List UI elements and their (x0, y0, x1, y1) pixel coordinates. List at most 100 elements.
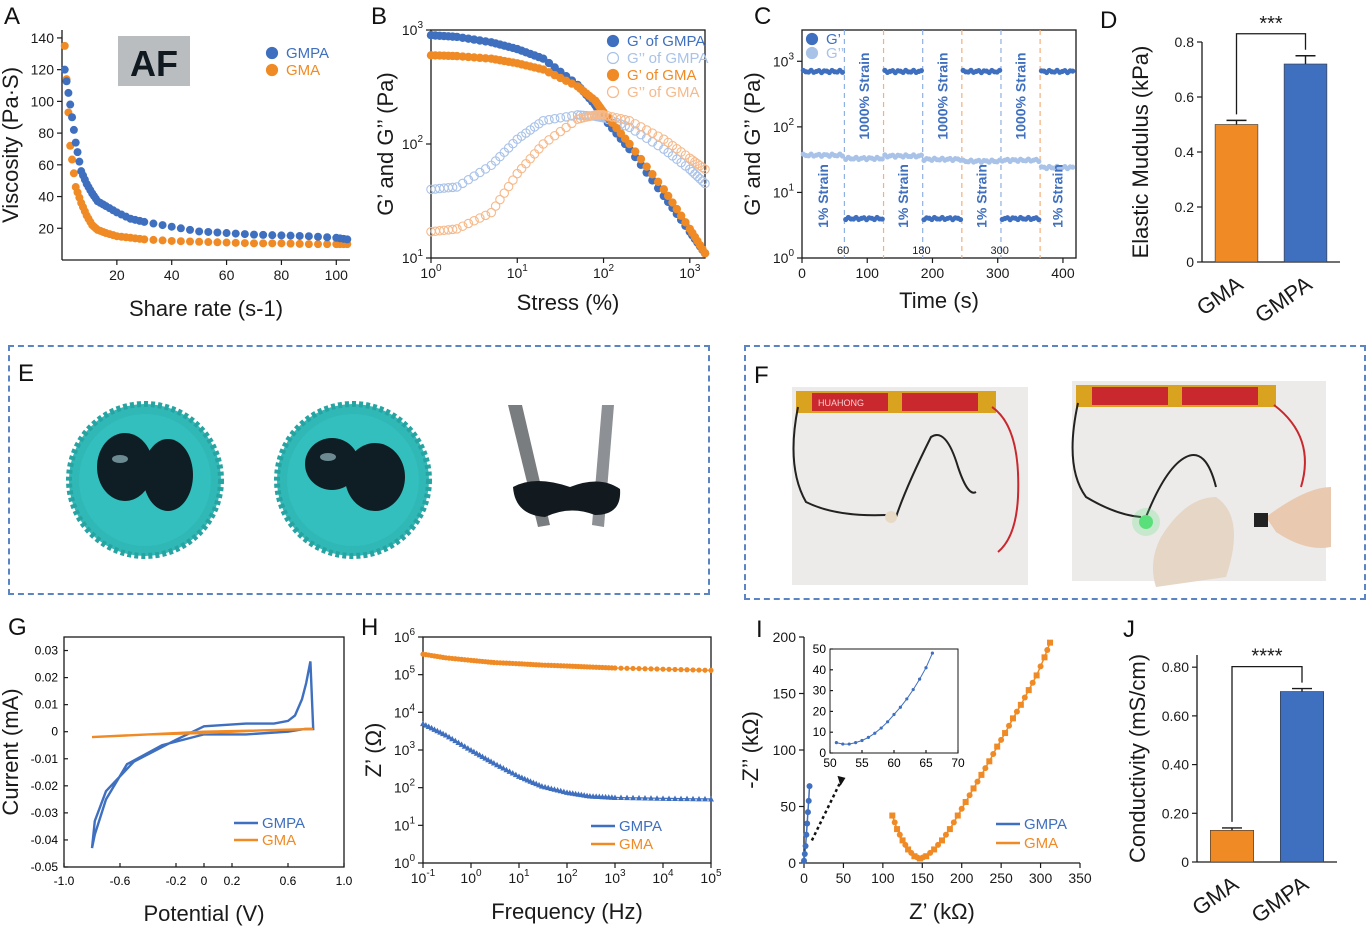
chart-b-series-3-point (499, 188, 510, 198)
chart-a-gma-point (140, 235, 149, 244)
chart-i-gma-point (1041, 654, 1048, 661)
chart-i-gma-point (974, 778, 981, 785)
chart-i-gma-point (1037, 663, 1044, 670)
chart-b-series-3-point (616, 114, 626, 124)
chart-i-x-axis-title: Z’ (kΩ) (909, 899, 975, 924)
circuit-closed-illustration (1071, 381, 1331, 587)
chart-c-strain-annotation: 1000% Strain (934, 52, 950, 139)
chart-b-series-1-point (690, 169, 700, 179)
chart-j-y-tick-label: 0.60 (1162, 708, 1189, 724)
chart-h-series-0-point (442, 732, 449, 738)
chart-i-inset-frame (829, 648, 959, 754)
chart-i-gma-point (889, 812, 896, 819)
chart-h-series-0-point (618, 794, 624, 801)
chart-i-zoom-arrow (810, 783, 841, 841)
chart-h-series-0-point (509, 770, 516, 776)
chart-d-bar (1283, 63, 1328, 263)
chart-a-gma-point (250, 239, 258, 248)
chart-h-series-0-point (654, 795, 660, 801)
chart-d-significance-bracket (1235, 33, 1307, 115)
chart-g-x-tick-label: -1.0 (54, 874, 75, 888)
photo-panel-e: E (8, 345, 710, 595)
chart-h-x-tick-label: 101 (508, 868, 530, 886)
chart-c-time-marker: 300 (991, 245, 1009, 257)
chart-h-series-0-point (473, 750, 480, 756)
panel-letter-j: J (1123, 616, 1135, 643)
panel-letter-b: B (371, 3, 387, 30)
chart-h-y-tick-label: 106 (394, 627, 416, 645)
chart-b-series-3-point (607, 112, 617, 122)
chart-a-gmpa-point (68, 113, 77, 122)
chart-a-y-axis-title: Viscosity (Pa·S) (0, 67, 23, 223)
chart-b-y-tick-label: 102 (402, 134, 424, 152)
chart-i-gmpa-point (802, 843, 809, 850)
chart-h-series-1-point (672, 666, 678, 673)
chart-i-x-tick-label: 0 (800, 870, 808, 886)
legend-swatch (606, 34, 620, 48)
legend-label: G’’ (826, 45, 844, 62)
panel-g: G -1.0 -0.6 -0.2 0 0.2 0.6 1.0 -0.05 -0.04 -0.03 -… (0, 614, 353, 926)
chart-c-x-tick-label: 200 (921, 265, 945, 281)
chart-h-series-0-point (708, 796, 714, 802)
chart-a-gmpa-point (176, 224, 185, 233)
chart-a-gmpa-point (167, 222, 176, 231)
chart-g-x-tick-label: 1.0 (336, 874, 353, 888)
chart-a-gmpa-point (71, 138, 80, 147)
chart-d-category-label: GMPA (1250, 271, 1316, 328)
chart-j-y-tick-label: 0.20 (1162, 805, 1189, 821)
chart-b-series-1-point (544, 115, 554, 125)
chart-b-series-1-point (555, 113, 566, 123)
chart-b-series-3-point (516, 163, 527, 174)
chart-h-series-1-point (684, 667, 690, 673)
chart-h-x-axis-title: Frequency (Hz) (491, 899, 643, 924)
chart-a-gma-point (195, 237, 204, 246)
chart-j-category-label: GMA (1187, 871, 1243, 920)
chart-b-series-3-point (697, 162, 708, 173)
chart-i-gmpa-point (805, 797, 812, 804)
chart-i-inset-point (879, 726, 883, 730)
chart-a-gmpa-point (158, 221, 167, 230)
chart-c-series-0-point (997, 67, 1003, 73)
chart-h-series-0-point (503, 766, 510, 773)
chart-h-series-1-point (660, 666, 666, 672)
chart-c-strain-annotation: 1% Strain (895, 164, 911, 228)
chart-c-x-axis-title: Time (s) (899, 288, 979, 313)
chart-i-gma-point (1047, 639, 1054, 646)
chart-d-y-axis-title: Elastic Mudulus (kPa) (1128, 46, 1153, 259)
chart-i-inset-x-tick-label: 55 (855, 756, 869, 770)
chart-a-inset-photo (118, 36, 190, 86)
panel-j: J 0 0.20 0.40 0.60 0.80 GMA GMPA **** Conductivi… (1123, 616, 1337, 928)
chart-b-series-2-point (653, 177, 663, 187)
chart-i-x-tick-label: 250 (989, 870, 1013, 886)
chart-b-series-3-point (512, 168, 523, 179)
chart-a-gma-point (231, 238, 240, 247)
chart-i-gma-point (905, 846, 912, 853)
chart-c-time-marker: 60 (837, 245, 849, 257)
chart-g-y-tick-label: -0.02 (31, 779, 59, 793)
chart-b-series-2-point (625, 139, 634, 149)
chart-b-series-3-point (521, 158, 531, 169)
chart-d-category-label: GMA (1192, 271, 1248, 320)
chart-h-series-1-point (612, 665, 618, 671)
chart-b-series-3-point (538, 139, 548, 149)
chart-i-inset-point (873, 731, 877, 735)
chart-a-gmpa-point (231, 229, 240, 238)
chart-j-y-axis-title: Conductivity (mS/cm) (1125, 654, 1150, 863)
chart-h-series-1-point (708, 667, 714, 673)
chart-c-series-0-point (957, 216, 964, 223)
chart-h-x-tick-label: 10-1 (411, 868, 436, 886)
chart-d-y-tick-label: 0.6 (1175, 89, 1195, 105)
chart-i-gma-point (908, 849, 915, 856)
chart-g-x-axis-title: Potential (V) (143, 901, 264, 926)
chart-b-series-3-point (452, 224, 462, 234)
chart-b-series-3-point (457, 221, 468, 231)
chart-h-x-tick-label: 102 (556, 868, 578, 886)
chart-c-time-marker: 180 (912, 245, 930, 257)
chart-b-series-1-point (687, 166, 698, 177)
chart-i-gma-point (1021, 694, 1028, 701)
chart-g-x-tick-label: -0.6 (110, 874, 131, 888)
chart-a-gmpa-point (149, 219, 158, 228)
chart-h-series-1-point (702, 667, 708, 673)
chart-i-gma-point (894, 826, 901, 833)
chart-a-gmpa-point (343, 235, 352, 244)
